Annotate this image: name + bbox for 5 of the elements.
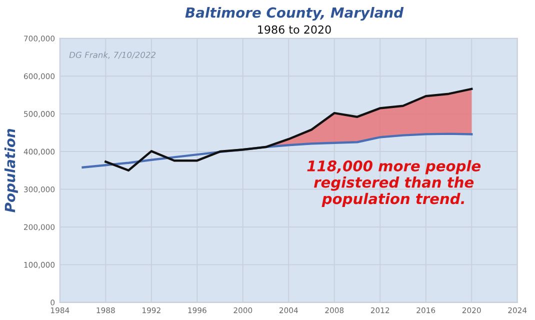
annotation: DG Frank, 7/10/2022 [69,52,156,59]
y-axis-title: Population [4,128,18,212]
chart-title: Baltimore County, Maryland [185,7,404,21]
annotation: 118,000 more people registered than the population trend. [307,160,481,208]
chart-subtitle: 1986 to 2020 [258,25,331,34]
